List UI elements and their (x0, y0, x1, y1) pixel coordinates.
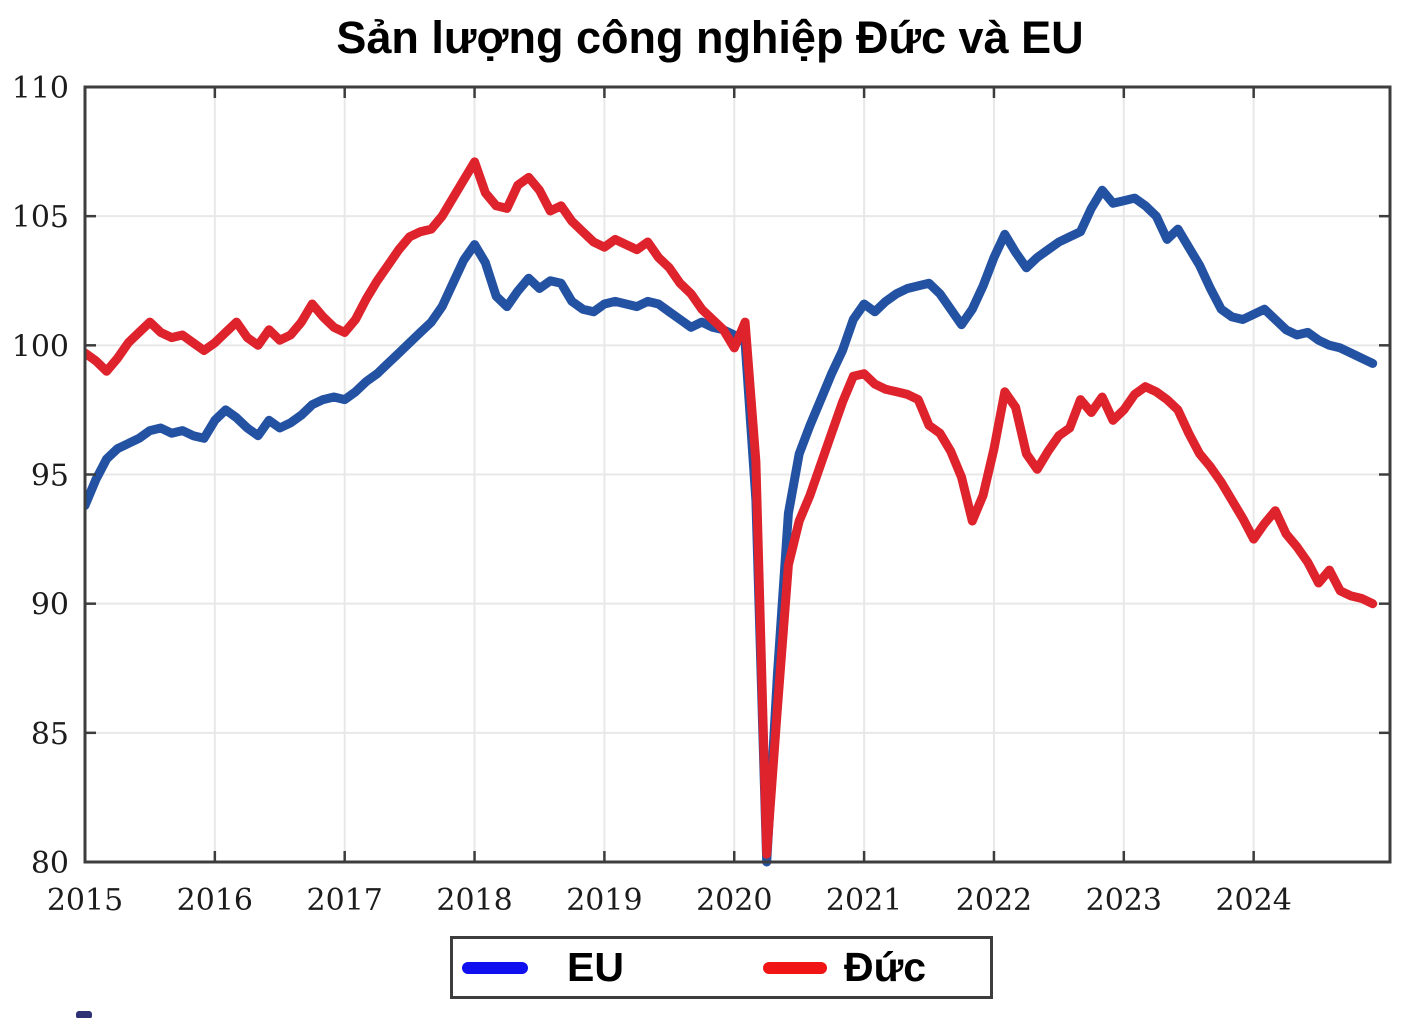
x-tick-label: 2016 (177, 883, 253, 918)
x-tick-label: 2024 (1215, 883, 1291, 918)
x-tick-label: 2020 (696, 883, 772, 918)
series-line-duc (84, 157, 1378, 859)
y-tick-label: 105 (12, 200, 69, 235)
y-tick-label: 90 (31, 588, 69, 623)
axis-ticks (85, 87, 1390, 862)
axis-tick-labels: 80 85 90 95 100 105 110 2015 2016 2017 2018 2019 202… (12, 71, 1292, 918)
y-tick-label: 110 (12, 71, 69, 106)
x-tick-label: 2019 (566, 883, 642, 918)
x-tick-label: 2015 (47, 883, 123, 918)
gridlines (85, 87, 1390, 862)
y-tick-label: 85 (31, 717, 69, 752)
x-tick-label: 2021 (826, 883, 902, 918)
eu-legend-swatch-icon (462, 962, 528, 974)
chart-title: Sản lượng công nghiệp Đức và EU (336, 12, 1084, 63)
x-tick-label: 2017 (307, 883, 383, 918)
y-tick-label: 80 (31, 846, 69, 881)
duc-legend-swatch-icon (763, 962, 827, 974)
y-tick-label: 95 (31, 459, 69, 494)
y-tick-label: 100 (12, 329, 69, 364)
legend: EU Đức (450, 936, 993, 999)
x-tick-label: 2022 (956, 883, 1032, 918)
x-tick-label: 2023 (1086, 883, 1162, 918)
x-tick-label: 2018 (436, 883, 512, 918)
eu-legend-label: EU (567, 944, 624, 990)
duc-legend-label: Đức (844, 944, 927, 990)
cropped-watermark-fragment (76, 1011, 92, 1018)
series-line-eu (84, 185, 1378, 867)
data-series (84, 157, 1378, 867)
